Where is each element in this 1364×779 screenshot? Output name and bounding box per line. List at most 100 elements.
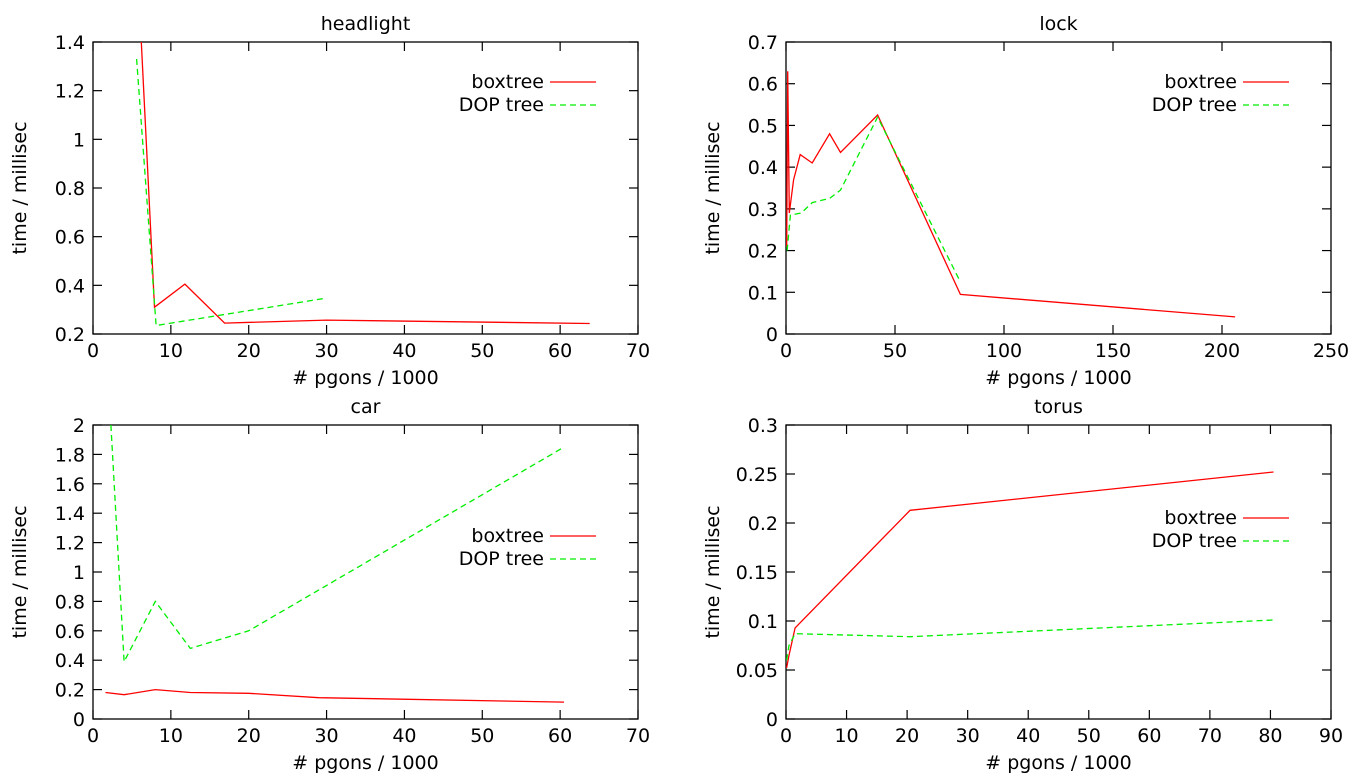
x-tick-label: 30: [314, 725, 338, 747]
plot-frame: [92, 41, 639, 335]
y-tick-label: 0.5: [748, 115, 778, 137]
y-axis-label: time / millisec: [9, 121, 31, 254]
y-tick-label: 0.4: [748, 157, 778, 179]
y-tick-label: 0.3: [748, 199, 778, 221]
y-tick-label: 1: [73, 562, 85, 584]
plot-frame: [92, 424, 639, 720]
legend-label-dop-tree: DOP tree: [1152, 94, 1237, 116]
x-tick-label: 10: [159, 340, 183, 362]
x-axis-label: # pgons / 1000: [292, 752, 438, 774]
x-tick-label: 50: [470, 725, 494, 747]
y-tick-label: 0.6: [55, 621, 85, 643]
y-tick-label: 0.2: [55, 680, 85, 702]
y-tick-label: 1.4: [55, 503, 85, 525]
chart-title: headlight: [321, 13, 411, 35]
x-tick-label: 100: [986, 340, 1022, 362]
chart-panel-torus: 0 10 20 30 40 50 60 70 80 90 0 0.05 0.1 0.15 0.2 0.25 0.…: [702, 396, 1343, 774]
x-tick-label: 10: [834, 725, 858, 747]
y-tick-label: 0.1: [748, 611, 778, 633]
x-tick-label: 70: [626, 340, 650, 362]
chart-title: car: [351, 396, 381, 418]
x-tick-label: 200: [1204, 340, 1240, 362]
y-tick-label: 1.4: [55, 32, 85, 54]
y-tick-label: 0.05: [736, 660, 778, 682]
y-axis-label: time / millisec: [702, 121, 724, 254]
series-line-dop-tree: [110, 425, 565, 665]
x-tick-label: 150: [1095, 340, 1131, 362]
y-tick-label: 0: [766, 709, 778, 731]
x-tick-label: 60: [548, 725, 572, 747]
plot-frame: [785, 424, 1332, 720]
chart-panel-headlight: 0 10 20 30 40 50 60 70 0.2 0.4 0.6 0.8 1 1.2 1.4 headli…: [9, 13, 650, 389]
x-tick-label: 0: [780, 340, 792, 362]
plot-frame: [785, 41, 1332, 335]
legend-label-boxtree: boxtree: [471, 71, 544, 93]
x-tick-label: 50: [1077, 725, 1101, 747]
y-tick-label: 0.1: [748, 282, 778, 304]
x-tick-label: 0: [780, 725, 792, 747]
legend-label-boxtree: boxtree: [1164, 71, 1237, 93]
legend-label-dop-tree: DOP tree: [459, 94, 544, 116]
y-tick-label: 1: [73, 129, 85, 151]
x-tick-label: 40: [392, 340, 416, 362]
series-line-dop-tree: [786, 619, 1274, 661]
legend-label-boxtree: boxtree: [1164, 507, 1237, 529]
y-tick-label: 0.2: [55, 324, 85, 346]
y-tick-label: 0.2: [748, 241, 778, 263]
legend-label-dop-tree: DOP tree: [459, 548, 544, 570]
x-tick-label: 10: [159, 725, 183, 747]
x-tick-label: 40: [392, 725, 416, 747]
y-tick-label: 0.8: [55, 591, 85, 613]
x-tick-label: 50: [470, 340, 494, 362]
y-tick-label: 1.6: [55, 474, 85, 496]
chart-panel-lock: 0 50 100 150 200 250 0 0.1 0.2 0.3 0.4 0.5 0.6 0.7 loc…: [702, 13, 1349, 389]
y-tick-label: 0.15: [736, 562, 778, 584]
x-tick-label: 30: [956, 725, 980, 747]
x-tick-label: 20: [237, 725, 261, 747]
y-axis-label: time / millisec: [702, 505, 724, 638]
chart-panel-car: 0 10 20 30 40 50 60 70 0 0.2 0.4 0.6 0.8 1 1.2 1.4 1.6 1.…: [9, 396, 650, 774]
chart-title: torus: [1034, 396, 1083, 418]
x-tick-label: 0: [87, 725, 99, 747]
y-tick-label: 0.8: [55, 178, 85, 200]
x-tick-label: 40: [1016, 725, 1040, 747]
x-tick-label: 70: [626, 725, 650, 747]
y-tick-label: 0.2: [748, 513, 778, 535]
series-line-boxtree: [140, 42, 590, 325]
x-tick-label: 50: [883, 340, 907, 362]
y-tick-label: 0.6: [55, 227, 85, 249]
y-tick-label: 0.4: [55, 650, 85, 672]
y-tick-label: 0: [766, 324, 778, 346]
x-axis-label: # pgons / 1000: [985, 367, 1131, 389]
chart-title: lock: [1039, 13, 1077, 35]
y-axis-label: time / millisec: [9, 505, 31, 638]
x-tick-label: 20: [237, 340, 261, 362]
y-tick-label: 1.2: [55, 81, 85, 103]
x-tick-label: 90: [1319, 725, 1343, 747]
series-line-boxtree: [786, 71, 1236, 318]
x-tick-label: 0: [87, 340, 99, 362]
x-tick-label: 60: [1137, 725, 1161, 747]
x-axis-label: # pgons / 1000: [292, 367, 438, 389]
series-line-boxtree: [786, 471, 1274, 669]
series-line-boxtree: [105, 688, 565, 703]
series-line-dop-tree: [786, 115, 961, 283]
x-axis-label: # pgons / 1000: [985, 752, 1131, 774]
legend-label-boxtree: boxtree: [471, 525, 544, 547]
series-line-dop-tree: [135, 58, 323, 327]
y-tick-label: 0: [73, 709, 85, 731]
x-tick-label: 70: [1198, 725, 1222, 747]
x-tick-label: 250: [1313, 340, 1349, 362]
y-tick-label: 1.8: [55, 444, 85, 466]
x-tick-label: 80: [1258, 725, 1282, 747]
y-tick-label: 1.2: [55, 533, 85, 555]
x-tick-label: 30: [314, 340, 338, 362]
y-tick-label: 0.7: [748, 32, 778, 54]
y-tick-label: 0.6: [748, 74, 778, 96]
x-tick-label: 60: [548, 340, 572, 362]
y-tick-label: 2: [73, 415, 85, 437]
y-tick-label: 0.4: [55, 275, 85, 297]
y-tick-label: 0.3: [748, 415, 778, 437]
y-tick-label: 0.25: [736, 464, 778, 486]
